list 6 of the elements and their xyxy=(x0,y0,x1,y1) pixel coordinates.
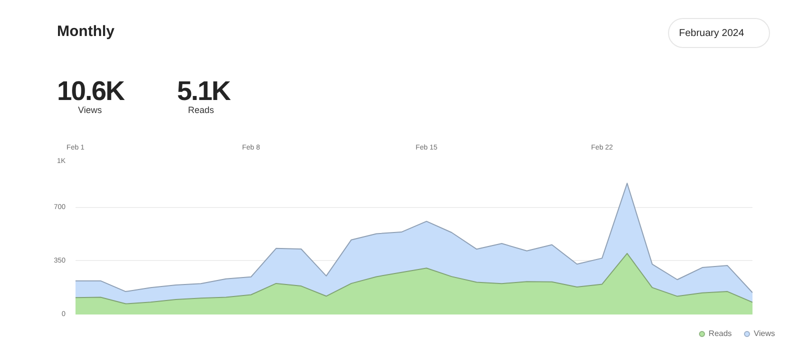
text: Reads xyxy=(188,104,214,117)
text: February 2024 xyxy=(668,18,770,48)
chart-title: Monthly xyxy=(57,22,114,42)
text: Views xyxy=(78,104,102,117)
legend-label: Views xyxy=(754,329,775,338)
legend-label: Reads xyxy=(708,329,732,338)
